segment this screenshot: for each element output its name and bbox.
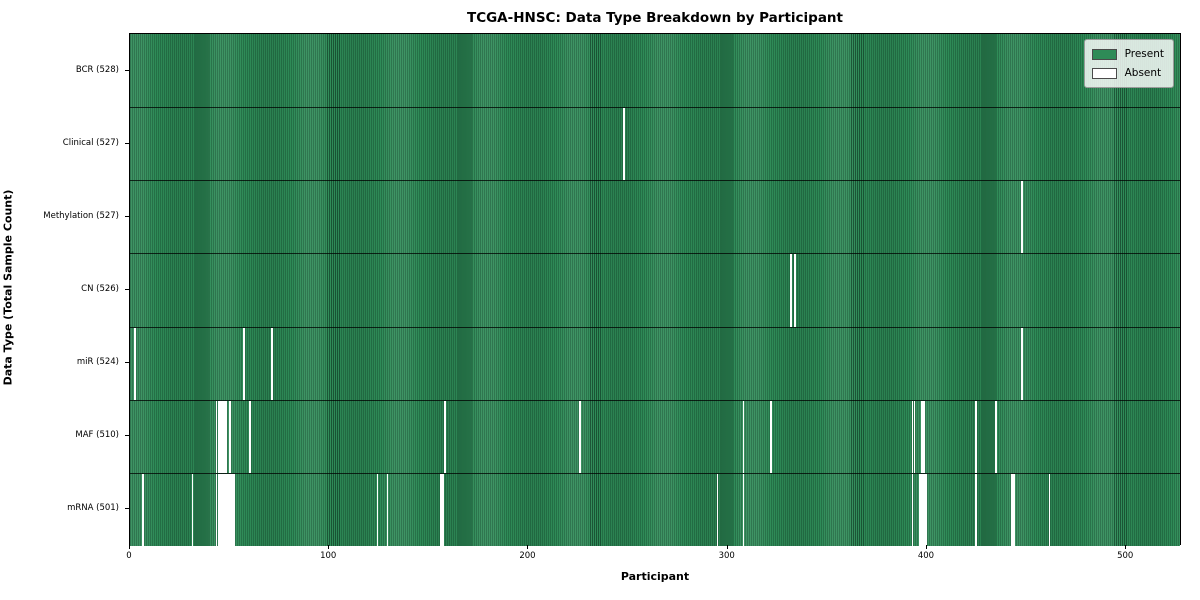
absent-marker-CN-334: [794, 254, 796, 327]
y-tick-mark: [125, 69, 129, 71]
absent-marker-MAF-47: [223, 400, 226, 473]
absent-marker-MAF-435: [995, 400, 997, 473]
legend-label-absent: Absent: [1124, 66, 1162, 79]
y-tick-label-MAF: MAF (510): [75, 430, 119, 441]
absent-marker-MAF-322: [770, 400, 773, 473]
x-tick-mark: [328, 545, 330, 549]
absent-marker-MAF-308: [742, 400, 745, 473]
absent-marker-MAF-50: [229, 400, 232, 473]
y-tick-label-Clinical: Clinical (527): [62, 137, 119, 148]
absent-marker-mRNA-397: [919, 473, 922, 546]
legend: Present Absent: [1083, 39, 1174, 88]
absent-marker-MAF-425: [975, 400, 977, 473]
x-tick-label-300: 300: [718, 551, 735, 561]
absent-marker-MAF-399: [923, 400, 926, 473]
absent-marker-mRNA-48: [225, 473, 228, 546]
legend-item-present: Present: [1091, 46, 1164, 62]
absent-marker-MAF-48: [225, 400, 228, 473]
x-tick-label-500: 500: [1117, 551, 1134, 561]
x-tick-mark: [527, 545, 529, 549]
y-tick-label-Methylation: Methylation (527): [43, 210, 119, 221]
absent-marker-mRNA-52: [233, 473, 236, 546]
x-tick-mark: [129, 545, 130, 549]
absent-marker-MAF-44: [217, 400, 220, 473]
x-tick-mark: [726, 545, 728, 549]
absent-marker-mRNA-400: [925, 473, 928, 546]
absent-marker-mRNA-49: [227, 473, 230, 546]
absent-marker-mRNA-44: [217, 473, 220, 546]
absent-marker-mRNA-398: [921, 473, 924, 546]
absent-marker-mRNA-443: [1010, 473, 1013, 546]
absent-swatch: [1091, 67, 1117, 79]
heatmap-row-Methylation: [130, 180, 1180, 254]
x-tick-mark: [1125, 545, 1127, 549]
absent-marker-miR-2: [133, 327, 136, 400]
y-tick-mark: [125, 362, 129, 364]
absent-marker-mRNA-6: [141, 473, 144, 546]
plot-area: Present Absent: [129, 33, 1181, 546]
absent-marker-mRNA-51: [231, 473, 234, 546]
absent-marker-MAF-45: [219, 400, 222, 473]
heatmap-row-mRNA: [130, 472, 1180, 546]
y-tick-mark: [125, 508, 129, 510]
absent-marker-mRNA-31: [191, 473, 194, 546]
y-tick-mark: [125, 435, 129, 437]
absent-marker-mRNA-46: [221, 473, 224, 546]
absent-marker-MAF-398: [921, 400, 924, 473]
legend-label-present: Present: [1124, 47, 1164, 60]
heatmap-row-miR: [130, 326, 1180, 400]
y-tick-mark: [125, 142, 129, 144]
absent-marker-MAF-43: [215, 400, 218, 473]
absent-marker-MAF-46: [221, 400, 224, 473]
heatmap-row-MAF: [130, 399, 1180, 473]
absent-marker-miR-448: [1020, 327, 1023, 400]
absent-marker-mRNA-45: [219, 473, 222, 546]
heatmap-row-CN: [130, 253, 1180, 327]
y-tick-mark: [125, 289, 129, 290]
absent-marker-MAF-393: [911, 400, 914, 473]
y-tick-label-miR: miR (524): [76, 357, 119, 368]
absent-marker-Clinical-248: [623, 108, 625, 181]
heatmap-row-BCR: [130, 34, 1180, 108]
absent-marker-MAF-158: [444, 400, 446, 473]
absent-marker-mRNA-47: [223, 473, 226, 546]
absent-marker-mRNA-50: [229, 473, 232, 546]
absent-marker-mRNA-308: [742, 473, 745, 546]
x-tick-label-0: 0: [126, 551, 132, 561]
absent-marker-miR-71: [271, 327, 273, 400]
x-tick-label-400: 400: [917, 551, 935, 561]
absent-marker-mRNA-129: [386, 473, 389, 546]
absent-marker-miR-57: [243, 327, 246, 400]
present-swatch: [1091, 48, 1117, 60]
x-tick-label-200: 200: [519, 551, 536, 561]
absent-marker-mRNA-462: [1048, 473, 1051, 546]
absent-marker-mRNA-425: [975, 473, 977, 546]
absent-marker-MAF-394: [913, 400, 916, 473]
absent-marker-mRNA-399: [923, 473, 926, 546]
chart-title: TCGA-HNSC: Data Type Breakdown by Partic…: [466, 10, 843, 26]
absent-marker-mRNA-156: [440, 473, 442, 546]
y-tick-label-BCR: BCR (528): [75, 64, 119, 75]
absent-marker-mRNA-43: [215, 473, 218, 546]
absent-marker-MAF-60: [249, 400, 251, 473]
x-tick-mark: [925, 545, 927, 549]
heatmap-row-Clinical: [130, 107, 1180, 181]
absent-marker-mRNA-393: [911, 473, 914, 546]
absent-marker-mRNA-444: [1012, 473, 1015, 546]
absent-marker-mRNA-124: [376, 473, 379, 546]
y-tick-label-CN: CN (526): [81, 284, 119, 294]
legend-item-absent: Absent: [1091, 65, 1164, 81]
absent-marker-MAF-226: [579, 400, 582, 473]
x-tick-label-100: 100: [320, 551, 337, 561]
absent-marker-Methylation-448: [1020, 181, 1023, 254]
y-tick-label-mRNA: mRNA (501): [67, 503, 119, 514]
y-tick-mark: [125, 215, 129, 217]
x-axis-label: Participant: [620, 570, 690, 583]
absent-marker-mRNA-157: [442, 473, 444, 546]
absent-marker-mRNA-295: [716, 473, 719, 546]
absent-marker-CN-332: [790, 254, 792, 327]
